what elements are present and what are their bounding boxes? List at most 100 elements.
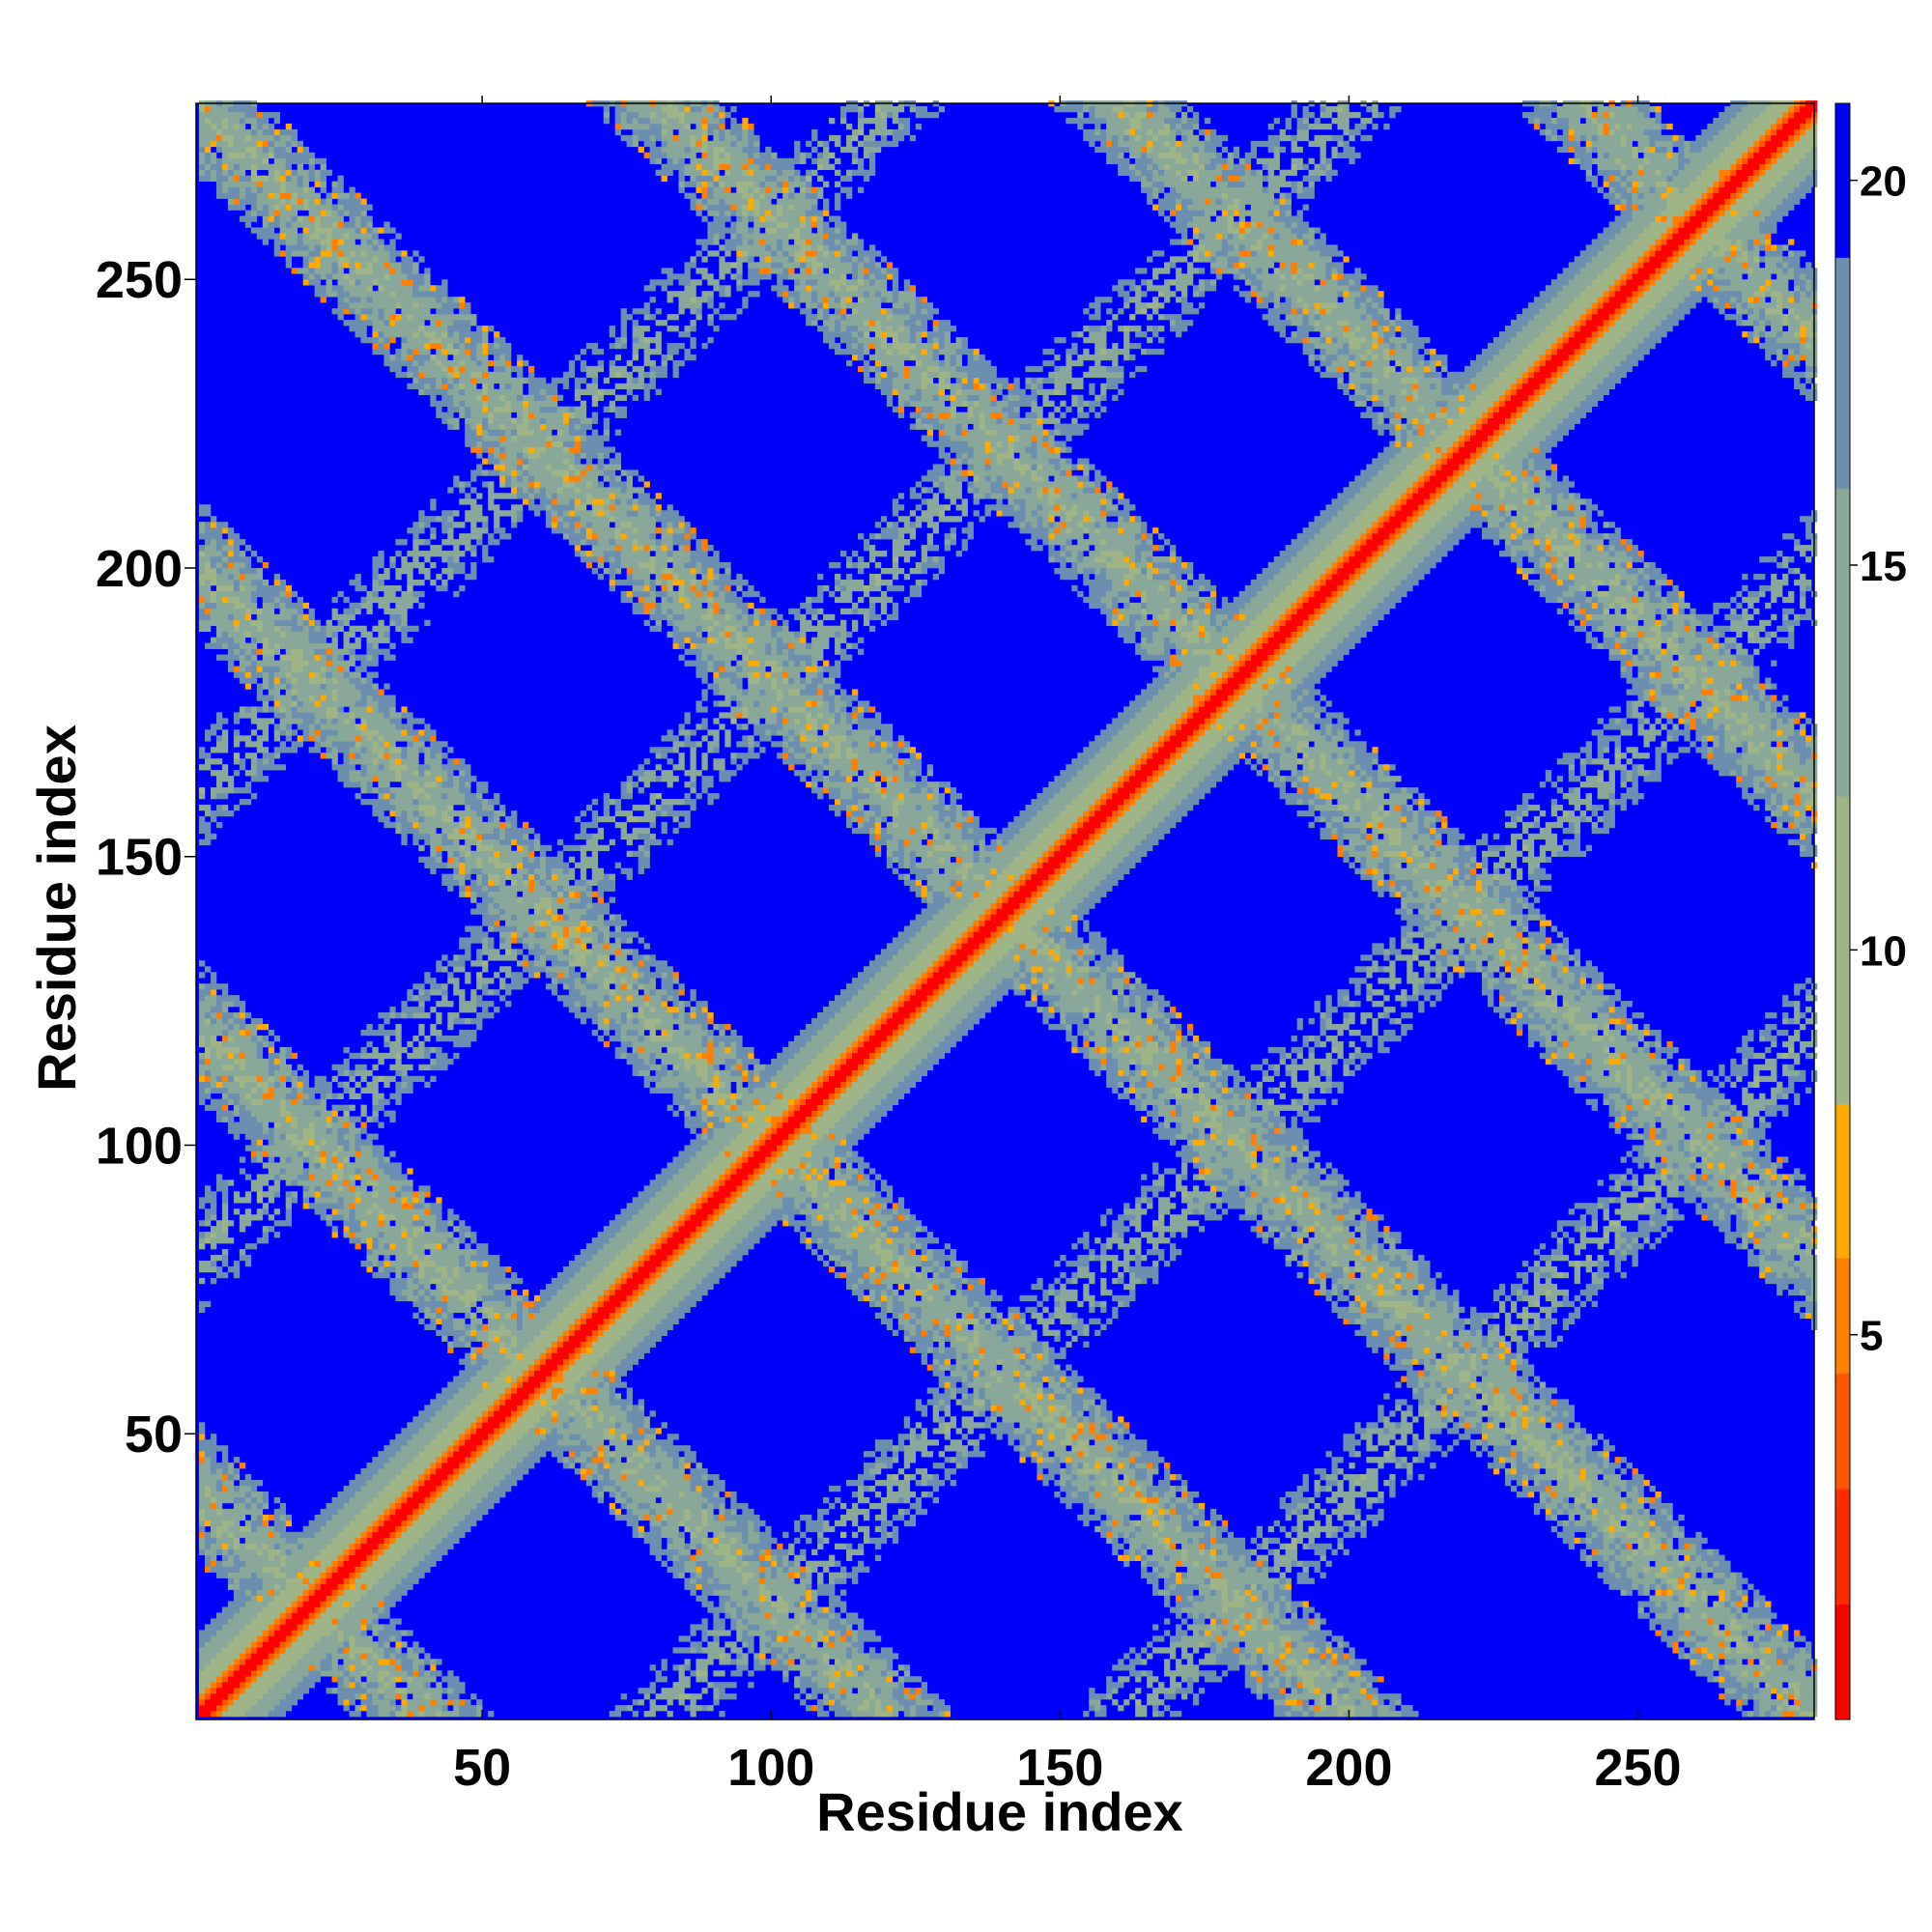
heatmap-cell <box>730 1624 737 1631</box>
heatmap-cell <box>1331 1289 1338 1296</box>
heatmap-cell <box>753 1659 760 1665</box>
heatmap-cell <box>1008 1318 1014 1325</box>
heatmap-cell <box>765 1583 807 1590</box>
heatmap-cell <box>1378 1271 1396 1279</box>
heatmap-cell <box>412 1243 425 1250</box>
heatmap-cell <box>950 1416 956 1423</box>
heatmap-cell <box>273 1583 281 1590</box>
heatmap-cell <box>1568 1520 1576 1527</box>
heatmap-cell <box>511 1341 518 1348</box>
heatmap-cell <box>273 1514 281 1521</box>
heatmap-cell <box>1158 1520 1165 1527</box>
heatmap-cell <box>684 1463 691 1469</box>
heatmap-cell <box>1349 1670 1361 1677</box>
heatmap-cell <box>562 1364 570 1371</box>
heatmap-cell <box>1447 1352 1465 1359</box>
heatmap-cell <box>355 1474 373 1481</box>
heatmap-cell <box>1585 1560 1592 1567</box>
heatmap-cell <box>297 1543 303 1550</box>
heatmap-cell <box>1273 1566 1280 1573</box>
heatmap-cell <box>1094 1416 1107 1423</box>
heatmap-cell <box>430 1699 437 1706</box>
heatmap-cell <box>522 1457 541 1463</box>
heatmap-cell <box>938 1329 945 1336</box>
heatmap-cell <box>880 1508 888 1516</box>
heatmap-cell <box>1019 1422 1037 1429</box>
heatmap-cell <box>1730 1618 1737 1625</box>
heatmap-cell <box>1060 1289 1078 1296</box>
heatmap-cell <box>851 1635 859 1642</box>
heatmap-cell <box>1343 1520 1350 1527</box>
heatmap-cell <box>713 1566 737 1573</box>
heatmap-cell <box>1643 1548 1656 1556</box>
heatmap-cell <box>806 1572 812 1578</box>
heatmap-cell <box>1060 1486 1078 1492</box>
heatmap-cell <box>926 1249 934 1256</box>
heatmap-cell <box>1118 1422 1124 1429</box>
heatmap-cell <box>1736 1572 1743 1578</box>
heatmap-cell <box>1470 1370 1483 1377</box>
heatmap-cell <box>326 1502 344 1510</box>
heatmap-cell <box>1585 1457 1604 1463</box>
heatmap-cell <box>378 1451 396 1458</box>
heatmap-cell <box>840 1502 847 1510</box>
heatmap-cell <box>482 1496 500 1504</box>
heatmap-cell <box>1742 1630 1748 1636</box>
heatmap-cell <box>1100 1405 1107 1411</box>
heatmap-cell <box>511 1468 529 1475</box>
heatmap-cell <box>701 1537 708 1545</box>
heatmap-cell <box>1435 1300 1448 1308</box>
heatmap-cell <box>678 1572 685 1578</box>
heatmap-cell <box>378 1635 390 1642</box>
heatmap-cell <box>1158 1255 1165 1262</box>
heatmap-cell <box>227 1572 252 1578</box>
heatmap-cell <box>568 1399 582 1406</box>
heatmap-cell <box>1071 1457 1095 1463</box>
heatmap-cell <box>748 1525 754 1533</box>
heatmap-cell <box>1129 1457 1136 1463</box>
heatmap-cell <box>707 1508 714 1516</box>
heatmap-cell <box>1065 1387 1072 1394</box>
heatmap-cell <box>1684 1606 1690 1613</box>
heatmap-cell <box>1632 1474 1644 1481</box>
heatmap-cell <box>533 1370 553 1377</box>
heatmap-cell <box>1106 1422 1113 1429</box>
heatmap-cell <box>1123 1300 1130 1308</box>
heatmap-cell <box>1279 1583 1286 1590</box>
heatmap-cell <box>1533 1480 1541 1487</box>
heatmap-cell <box>1366 1306 1378 1314</box>
heatmap-cell <box>840 1260 853 1267</box>
heatmap-cell <box>366 1664 373 1671</box>
heatmap-cell <box>1527 1381 1535 1388</box>
heatmap-cell <box>395 1583 413 1590</box>
heatmap-cell <box>1031 1341 1043 1348</box>
heatmap-cell <box>880 1525 888 1533</box>
heatmap-cell <box>1533 1463 1541 1469</box>
heatmap-cell <box>1470 1393 1477 1400</box>
heatmap-cell <box>1724 1688 1737 1694</box>
heatmap-cell <box>1643 1496 1650 1504</box>
heatmap-cell <box>1031 1370 1037 1377</box>
heatmap-cell <box>302 1676 321 1683</box>
heatmap-cell <box>1112 1531 1119 1539</box>
heatmap-cell <box>736 1520 749 1527</box>
heatmap-cell <box>1158 1560 1177 1567</box>
heatmap-cell <box>533 1422 564 1429</box>
heatmap-cell <box>1447 1445 1454 1452</box>
heatmap-cell <box>1256 1606 1263 1613</box>
heatmap-cell <box>1285 1601 1292 1607</box>
heatmap-cell <box>1516 1387 1529 1394</box>
heatmap-cell <box>441 1463 460 1469</box>
heatmap-cell <box>215 1653 241 1660</box>
heatmap-cell <box>1354 1711 1373 1718</box>
heatmap-cell <box>1690 1606 1731 1613</box>
heatmap-cell <box>1366 1422 1378 1429</box>
heatmap-cell <box>574 1294 599 1302</box>
heatmap-cell <box>1065 1260 1090 1267</box>
heatmap-cell <box>748 1531 760 1539</box>
heatmap-cell <box>1238 1589 1246 1596</box>
heatmap-cell <box>788 1606 807 1613</box>
heatmap-cell <box>626 1491 679 1498</box>
heatmap-cell <box>915 1468 928 1475</box>
heatmap-cell <box>1325 1294 1332 1302</box>
